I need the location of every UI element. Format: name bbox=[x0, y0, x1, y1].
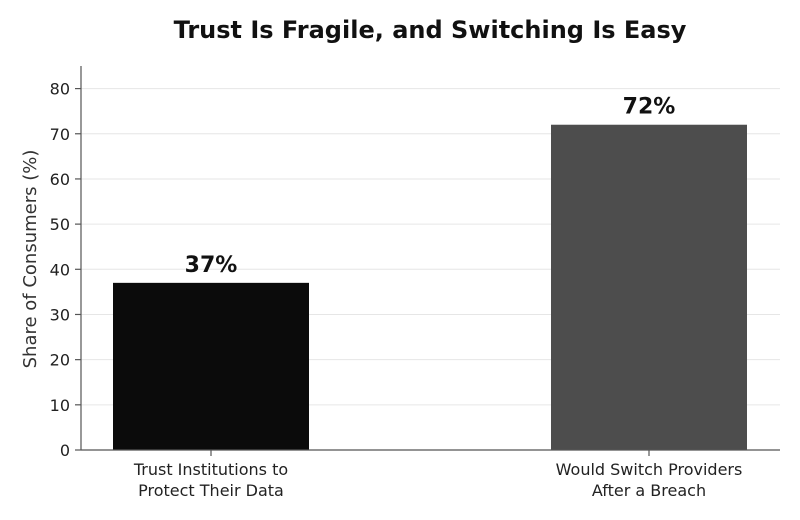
x-tick-label: Would Switch Providers After a Breach bbox=[556, 460, 743, 500]
y-tick-label: 50 bbox=[50, 215, 70, 234]
bar bbox=[113, 282, 309, 450]
y-tick-label: 10 bbox=[50, 396, 70, 415]
bars bbox=[113, 124, 747, 451]
x-tick-labels: Trust Institutions to Protect Their Data W… bbox=[133, 450, 743, 500]
bar-value-label: 37% bbox=[185, 253, 238, 278]
bar bbox=[551, 124, 747, 451]
y-tick-label: 60 bbox=[50, 170, 70, 189]
y-tick-label: 20 bbox=[50, 351, 70, 370]
axes bbox=[80, 66, 780, 451]
y-ticks: 0 10 20 30 40 50 60 70 80 bbox=[50, 80, 81, 460]
y-tick-label: 70 bbox=[50, 125, 70, 144]
chart-title: Trust Is Fragile, and Switching Is Easy bbox=[174, 16, 687, 44]
y-tick-label: 30 bbox=[50, 305, 70, 324]
x-tick-label: Trust Institutions to Protect Their Data bbox=[133, 460, 288, 500]
y-tick-label: 40 bbox=[50, 260, 70, 279]
bar-value-label: 72% bbox=[623, 95, 676, 120]
y-tick-label: 80 bbox=[50, 80, 70, 99]
value-labels: 37% 72% bbox=[185, 95, 676, 278]
y-tick-label: 0 bbox=[60, 441, 70, 460]
y-axis-label: Share of Consumers (%) bbox=[20, 150, 41, 369]
